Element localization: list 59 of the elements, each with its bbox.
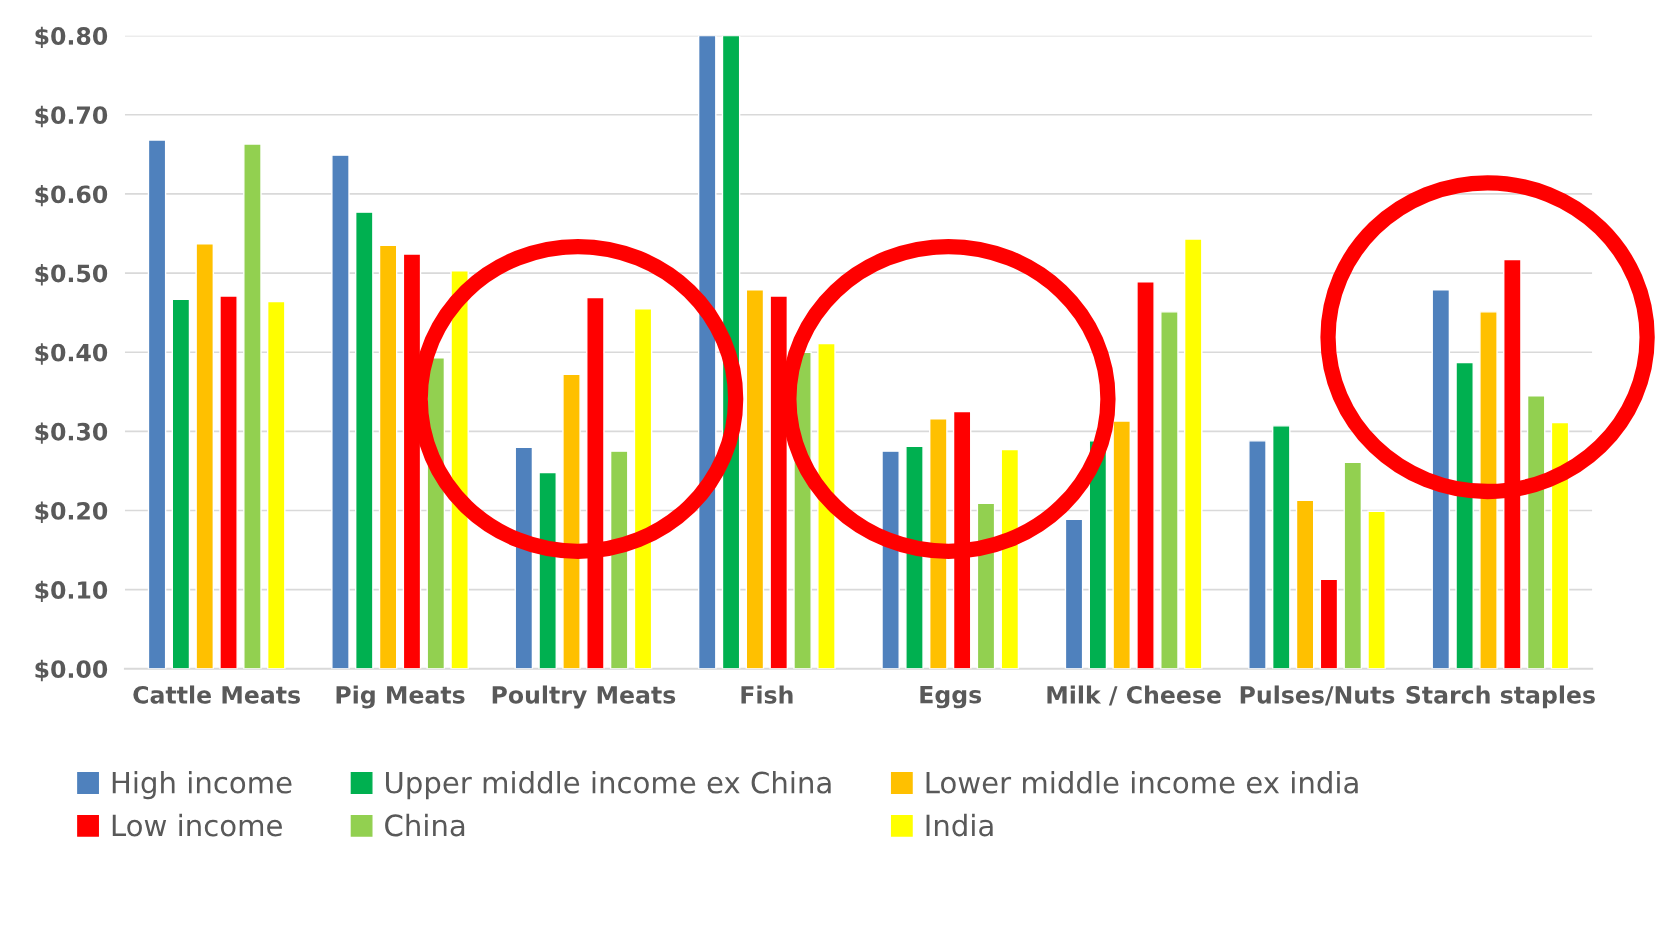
bar [1319, 578, 1339, 669]
bar [1526, 395, 1546, 669]
bar [219, 295, 238, 669]
bar [697, 35, 717, 669]
bar [609, 450, 629, 669]
bar [147, 139, 167, 669]
y-tick-label: $0.00 [35, 659, 108, 682]
bar [1136, 281, 1155, 669]
y-tick-label: $0.40 [35, 343, 108, 365]
legend-label: Upper middle income ex China [386, 771, 831, 800]
bar [905, 445, 924, 669]
bar [1064, 518, 1084, 669]
legend-label: Low income [112, 813, 282, 837]
x-tick-label: Eggs [920, 686, 982, 709]
y-tick-label: $0.60 [35, 184, 108, 207]
bar [514, 446, 534, 669]
y-tick-label: $0.20 [35, 501, 108, 523]
y-tick-label: $0.30 [35, 422, 108, 444]
bar [378, 244, 398, 669]
y-tick-label: $0.10 [35, 580, 108, 603]
x-tick-label: Cattle Meats [133, 685, 300, 704]
bar [243, 143, 262, 669]
legend-label: China [385, 813, 465, 837]
bar [1160, 311, 1179, 669]
legend-label: High income [112, 771, 292, 800]
bar [817, 342, 836, 669]
bar [745, 289, 765, 669]
bar [562, 373, 581, 669]
x-tick-label: Fish [741, 685, 793, 704]
bar [195, 243, 215, 669]
bar [171, 298, 191, 669]
bar [266, 300, 286, 669]
legend-label: Lower middle income ex india [926, 771, 1358, 794]
bar [331, 154, 350, 669]
bar [1455, 361, 1474, 669]
bar [881, 450, 900, 669]
bar [633, 307, 653, 669]
bar [538, 471, 557, 669]
y-tick-label: $0.70 [35, 105, 108, 128]
bar [1479, 311, 1498, 669]
bar [1343, 461, 1363, 669]
bar [1183, 238, 1203, 669]
bar [1550, 421, 1570, 669]
x-tick-label: Pulses/Nuts [1240, 685, 1395, 706]
x-tick-label: Pig Meats [336, 685, 465, 709]
bar [1271, 425, 1291, 669]
y-tick-label: $0.80 [35, 26, 108, 49]
bar [1367, 510, 1386, 669]
legend-label: India [926, 813, 993, 837]
y-tick-label: $0.50 [35, 264, 108, 286]
bar [929, 418, 948, 669]
bar [1431, 289, 1451, 669]
x-tick-label: Poultry Meats [492, 685, 676, 709]
x-tick-label: Starch staples [1406, 685, 1595, 709]
bar [355, 211, 374, 669]
bar [1248, 440, 1267, 669]
bar [1295, 499, 1315, 669]
bar [1112, 420, 1131, 669]
x-tick-label: Milk / Cheese [1047, 685, 1221, 706]
